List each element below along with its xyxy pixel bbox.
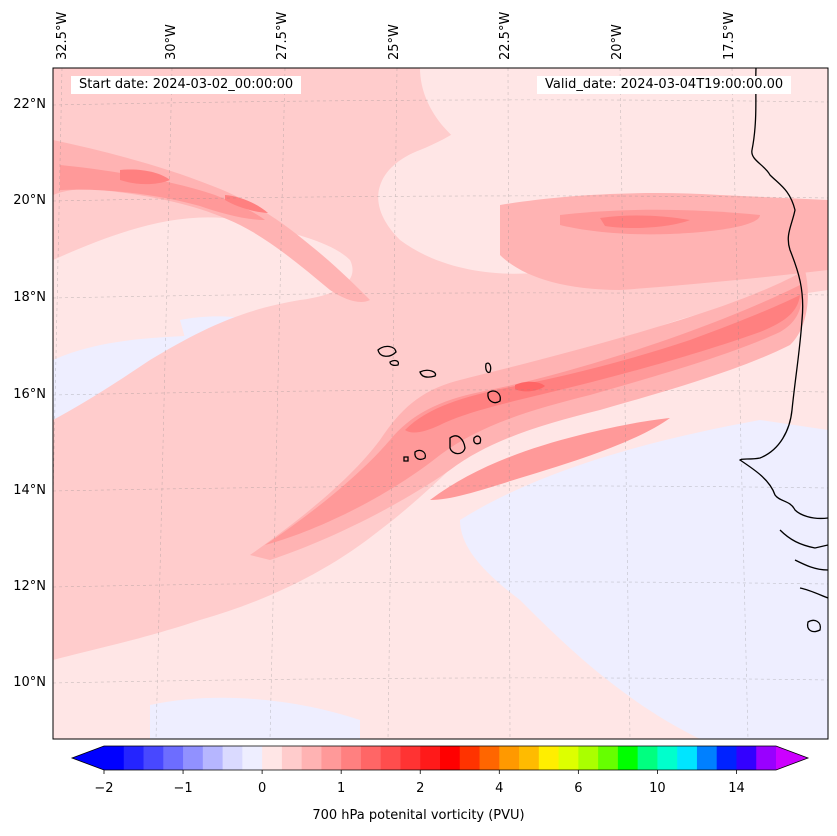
- colorbar-under-arrow: [72, 746, 104, 770]
- cape-verde-island: [487, 390, 501, 404]
- cape-verde-island: [414, 449, 426, 460]
- colorbar-segment: [242, 746, 263, 770]
- colorbar-segment: [479, 746, 500, 770]
- colorbar-tick-label: 0: [257, 781, 267, 796]
- lon-label-25w: 25°W: [387, 24, 402, 60]
- lat-label-10n: 10°N: [13, 675, 46, 690]
- colorbar-title: 700 hPa potenital vorticity (PVU): [312, 808, 525, 823]
- west-africa-coast: [738, 68, 828, 520]
- valid-date-label: Valid_date: 2024-03-04T19:00:00.00: [537, 76, 792, 94]
- colorbar-segment: [321, 746, 342, 770]
- colorbar-tick-label: 1: [337, 781, 346, 796]
- colorbar-segment: [657, 746, 678, 770]
- colorbar-segment: [301, 746, 322, 770]
- pv-contour-level-3: [430, 418, 670, 500]
- west-africa-coast: [794, 559, 828, 571]
- pv-contour-level-4: [600, 215, 690, 228]
- colorbar-segment: [677, 746, 698, 770]
- colorbar-segment: [163, 746, 184, 770]
- colorbar-segment: [538, 746, 560, 770]
- colorbar-segment: [123, 746, 145, 770]
- pv-field: [53, 68, 828, 739]
- coastal-islands: [806, 619, 821, 633]
- lat-label-20n: 20°N: [13, 193, 46, 208]
- colorbar-segment: [637, 746, 658, 770]
- coastlines: [377, 68, 828, 633]
- west-africa-coast: [779, 529, 828, 549]
- colorbar-segment: [736, 746, 757, 770]
- colorbar-segment: [360, 746, 382, 770]
- pv-contour-level-4: [405, 295, 800, 433]
- colorbar-segment: [380, 746, 401, 770]
- colorbar-tick-label: 2: [416, 781, 425, 796]
- cape-verde-island: [449, 435, 466, 455]
- cape-verde-island: [403, 456, 409, 462]
- colorbar-segment: [617, 746, 639, 770]
- graticule: [53, 68, 828, 739]
- colorbar-segment: [756, 746, 777, 770]
- colorbar-tick-label: −1: [173, 781, 193, 796]
- colorbar-tick-label: 4: [495, 781, 504, 796]
- pv-contour-level-0: [420, 68, 750, 202]
- colorbar-over-arrow: [776, 746, 808, 770]
- lon-label-30w: 30°W: [164, 24, 179, 60]
- colorbar-segment: [578, 746, 599, 770]
- lon-label-27.5w: 27.5°W: [275, 11, 290, 60]
- colorbar-segment: [262, 746, 283, 770]
- colorbar-tick-label: 6: [574, 781, 583, 796]
- cape-verde-island: [389, 359, 400, 367]
- colorbar-segment: [400, 746, 421, 770]
- pv-contour-level-4: [225, 195, 268, 213]
- west-africa-coast: [799, 587, 828, 599]
- colorbar-segment: [420, 746, 441, 770]
- colorbar-segment: [281, 746, 303, 770]
- lat-label-14n: 14°N: [13, 483, 46, 498]
- lat-label-16n: 16°N: [13, 387, 46, 402]
- colorbar-tick-label: 14: [728, 781, 745, 796]
- colorbar-segment: [202, 746, 224, 770]
- colorbar-segment: [143, 746, 164, 770]
- colorbar-segment: [598, 746, 619, 770]
- cape-verde-island: [473, 435, 482, 445]
- cape-verde-island: [377, 345, 397, 357]
- negative-pv-region: [150, 697, 360, 739]
- colorbar-segment: [499, 746, 520, 770]
- colorbar-segment: [341, 746, 362, 770]
- colorbar-segment: [696, 746, 718, 770]
- lon-label-22.5w: 22.5°W: [498, 11, 513, 60]
- colorbar-tick-label: 10: [649, 781, 666, 796]
- pv-contour-level-5: [515, 381, 545, 392]
- colorbar-segment: [440, 746, 461, 770]
- lat-label-22n: 22°N: [13, 97, 46, 112]
- colorbar: [70, 745, 810, 774]
- colorbar-tick-label: −2: [94, 781, 114, 796]
- pv-contour-level-4: [120, 169, 170, 185]
- colorbar-segment: [459, 746, 481, 770]
- lon-label-32.5w: 32.5°W: [55, 11, 70, 60]
- lon-label-20w: 20°W: [610, 24, 625, 60]
- negative-pv-region: [460, 420, 828, 739]
- map-frame: [52, 67, 829, 740]
- colorbar-segment: [104, 746, 125, 770]
- colorbar-segment: [558, 746, 579, 770]
- pv-contour-level-3: [60, 165, 265, 220]
- colorbar-segment: [222, 746, 243, 770]
- lat-label-18n: 18°N: [13, 290, 46, 305]
- pv-contour-level-2: [500, 193, 828, 290]
- lon-label-17.5w: 17.5°W: [722, 11, 737, 60]
- colorbar-segment: [716, 746, 737, 770]
- lat-label-12n: 12°N: [13, 579, 46, 594]
- colorbar-segment: [519, 746, 540, 770]
- cape-verde-island: [485, 362, 492, 374]
- cape-verde-island: [419, 369, 437, 378]
- colorbar-segment: [183, 746, 204, 770]
- start-date-label: Start date: 2024-03-02_00:00:00: [71, 76, 302, 94]
